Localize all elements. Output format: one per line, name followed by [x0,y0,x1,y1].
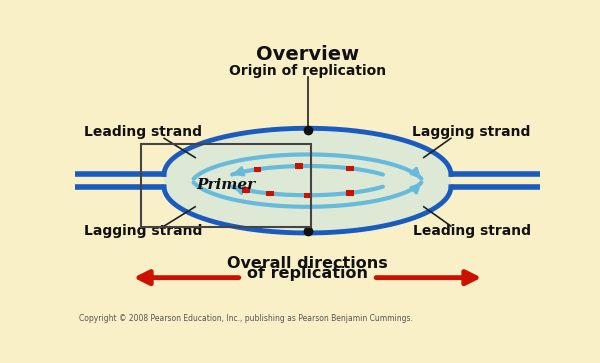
Text: Lagging strand: Lagging strand [412,125,531,139]
Text: Leading strand: Leading strand [84,125,202,139]
FancyBboxPatch shape [346,166,353,171]
Polygon shape [164,128,451,233]
FancyBboxPatch shape [254,167,262,172]
Text: Copyright © 2008 Pearson Education, Inc., publishing as Pearson Benjamin Cumming: Copyright © 2008 Pearson Education, Inc.… [79,314,413,323]
FancyBboxPatch shape [304,192,311,198]
Text: Primer: Primer [197,178,256,192]
FancyBboxPatch shape [266,191,274,196]
Bar [141,144,311,227]
FancyBboxPatch shape [346,190,353,196]
FancyBboxPatch shape [295,163,302,169]
Text: Leading strand: Leading strand [413,224,531,238]
FancyBboxPatch shape [242,187,250,193]
Text: Origin of replication: Origin of replication [229,64,386,78]
Text: Overview: Overview [256,45,359,64]
Text: Lagging strand: Lagging strand [84,224,203,238]
Text: Overall directions: Overall directions [227,256,388,270]
Text: of replication: of replication [247,266,368,281]
